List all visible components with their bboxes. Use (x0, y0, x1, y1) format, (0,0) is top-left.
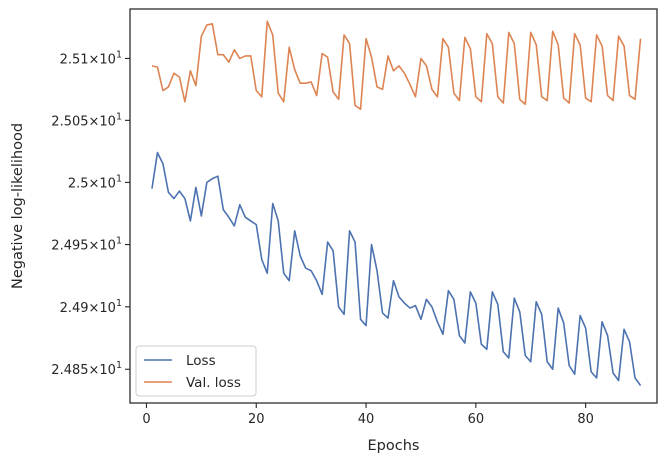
series-line (151, 20, 642, 110)
y-tick-exponent: 1 (116, 173, 122, 184)
times-sign: ×10 (89, 239, 116, 254)
legend: Loss Val. loss (135, 345, 257, 397)
y-tick-mantissa: 2.495 (51, 239, 88, 254)
y-tick-exponent: 1 (116, 298, 122, 309)
y-tick-exponent: 1 (116, 236, 122, 247)
legend-box (135, 345, 257, 397)
x-tick-label: 40 (358, 412, 375, 427)
y-tick-labels: 2.485×1012.49×1012.495×1012.5×1012.505×1… (51, 49, 122, 378)
times-sign: ×10 (89, 176, 116, 191)
x-tick-marks (145, 403, 587, 408)
x-axis-label: Epochs (368, 438, 420, 454)
plot-frame (129, 8, 658, 404)
y-tick-label: 2.5×101 (68, 173, 122, 191)
y-tick-label: 2.505×101 (51, 111, 122, 129)
legend-label: Val. loss (186, 375, 241, 391)
x-tick-labels: 0 20 40 60 80 (142, 412, 594, 427)
y-tick-mantissa: 2.49 (60, 301, 89, 316)
times-sign: ×10 (89, 52, 116, 67)
y-tick-label: 2.51×101 (60, 49, 122, 67)
y-tick-label: 2.49×101 (60, 298, 122, 316)
times-sign: ×10 (89, 114, 116, 129)
x-tick-label: 0 (142, 412, 150, 427)
times-sign: ×10 (89, 301, 116, 316)
y-tick-label: 2.495×101 (51, 236, 122, 254)
y-tick-exponent: 1 (116, 49, 122, 60)
y-tick-marks (125, 57, 130, 370)
y-axis-label: Negative log-likelihood (10, 123, 26, 289)
series-layer (151, 20, 642, 386)
y-tick-exponent: 1 (116, 360, 122, 371)
x-tick-label: 20 (248, 412, 265, 427)
y-tick-mantissa: 2.505 (51, 114, 88, 129)
x-tick-label: 60 (468, 412, 485, 427)
y-tick-label: 2.485×101 (51, 360, 122, 378)
y-tick-mantissa: 2.485 (51, 363, 88, 378)
times-sign: ×10 (89, 363, 116, 378)
y-tick-mantissa: 2.5 (68, 176, 89, 191)
y-tick-exponent: 1 (116, 111, 122, 122)
series-line (151, 151, 642, 386)
legend-label: Loss (186, 353, 216, 369)
y-tick-mantissa: 2.51 (60, 52, 89, 67)
x-tick-label: 80 (577, 412, 594, 427)
